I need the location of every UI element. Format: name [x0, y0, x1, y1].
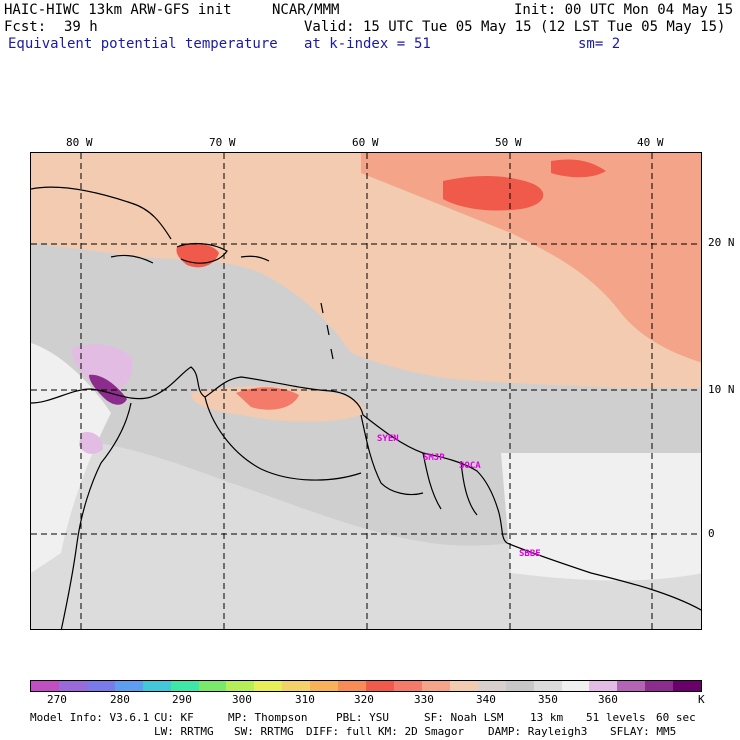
field-purple-patch-south [79, 431, 103, 454]
model-info-pbl: PBL: YSU [336, 711, 389, 724]
org-label: NCAR/MMM [272, 2, 340, 18]
colorbar-swatch [533, 681, 562, 691]
venezuela-border [204, 396, 362, 481]
lesser-antilles [320, 302, 334, 360]
level-label: at k-index = [304, 36, 406, 52]
cuba-coast [31, 186, 172, 240]
colorbar-swatch [226, 681, 255, 691]
colorbar-swatch [393, 681, 422, 691]
model-info-mp: MP: Thompson [228, 711, 308, 724]
model-info-cu: CU: KF [154, 711, 194, 724]
field-dark-purple-patch [89, 374, 127, 405]
andes-boundary [60, 402, 132, 629]
model-info-version: Model Info: V3.6.1 [30, 711, 150, 724]
colorbar-swatch [31, 681, 59, 691]
colorbar-swatch [142, 681, 171, 691]
colorbar-swatch [561, 681, 590, 691]
brazil-coast [506, 542, 701, 611]
colorbar-swatch [198, 681, 227, 691]
colorbar [30, 680, 702, 692]
theta-e-map: SYEN SMJP SOCA SBBE [30, 152, 702, 630]
field-purple-region [71, 344, 133, 390]
model-info-sflay: SFLAY: MM5 [610, 725, 677, 738]
colorbar-tick-270: 270 [47, 693, 67, 706]
colorbar-swatch [645, 681, 674, 691]
lat-label-0: 0 [708, 527, 715, 540]
model-title: HAIC-HIWC 13km ARW-GFS init [4, 2, 232, 18]
puerto-rico-coast [240, 255, 270, 262]
colorbar-tick-340: 340 [476, 693, 496, 706]
forecast-hours: 39 h [64, 19, 98, 35]
init-time: Init: 00 UTC Mon 04 May 15 [514, 2, 734, 18]
colorbar-swatch [282, 681, 311, 691]
field-amazon-region [31, 440, 701, 629]
lon-label-60w: 60 W [352, 136, 379, 149]
field-pacific-west [31, 343, 111, 573]
field-venezuela-coast-patch [236, 387, 299, 410]
colorbar-tick-310: 310 [295, 693, 315, 706]
colorbar-swatch [477, 681, 506, 691]
field-name: Equivalent potential temperature [8, 36, 278, 52]
french-guiana-border [460, 460, 478, 516]
field-345k-region [361, 153, 701, 363]
colorbar-swatch [58, 681, 87, 691]
colorbar-swatch [338, 681, 367, 691]
model-info-resolution: 13 km [530, 711, 564, 724]
model-info-lw: LW: RRTMG [154, 725, 214, 738]
colorbar-tick-330: 330 [414, 693, 434, 706]
valid-time: Valid: 15 UTC Tue 05 May 15 (12 LST Tue … [304, 19, 726, 35]
model-info-levels: 51 levels [586, 711, 646, 724]
station-smjp: SMJP [423, 453, 445, 463]
field-atlantic-equatorial [501, 453, 701, 581]
colorbar-swatch [505, 681, 534, 691]
map-canvas [31, 153, 701, 629]
level-value: 51 [414, 36, 431, 52]
coastlines [31, 186, 701, 629]
jamaica-coast [110, 254, 154, 264]
colorbar-swatch [673, 681, 702, 691]
lon-label-70w: 70 W [209, 136, 236, 149]
colorbar-tick-290: 290 [172, 693, 192, 706]
colorbar-swatch [589, 681, 618, 691]
lat-label-10n: 10 N [708, 383, 735, 396]
colorbar-unit: K [698, 693, 705, 706]
suriname-border [422, 452, 442, 510]
colorbar-swatch [449, 681, 478, 691]
grid-lines [31, 153, 701, 629]
colorbar-swatch [86, 681, 115, 691]
colorbar-swatch [310, 681, 339, 691]
colorbar-swatch [114, 681, 143, 691]
colorbar-swatch [617, 681, 646, 691]
model-info-sf: SF: Noah LSM [424, 711, 504, 724]
model-info-damp: DAMP: Rayleigh3 [488, 725, 588, 738]
model-info-diff: DIFF: full [306, 725, 373, 738]
field-330k-patch-north [443, 176, 544, 211]
colorbar-swatch [421, 681, 450, 691]
station-sbbe: SBBE [519, 549, 541, 559]
colorbar-swatch [254, 681, 283, 691]
station-syen: SYEN [377, 434, 399, 444]
field-330k-patch-northeast [551, 159, 606, 178]
south-america-north-coast [31, 366, 508, 544]
colorbar-swatch [170, 681, 199, 691]
lon-label-80w: 80 W [66, 136, 93, 149]
colorbar-tick-350: 350 [538, 693, 558, 706]
lat-label-20n: 20 N [708, 236, 735, 249]
model-info-timestep: 60 sec [656, 711, 696, 724]
hispaniola-coast [176, 242, 228, 264]
smoothing-label: sm= 2 [578, 36, 621, 52]
guyana-border [360, 414, 424, 496]
model-info-sw: SW: RRTMG [234, 725, 294, 738]
colorbar-tick-360: 360 [598, 693, 618, 706]
colorbar-tick-320: 320 [354, 693, 374, 706]
colorbar-tick-280: 280 [110, 693, 130, 706]
forecast-label: Fcst: [4, 19, 47, 35]
lon-label-40w: 40 W [637, 136, 664, 149]
colorbar-swatch [366, 681, 394, 691]
colorbar-tick-300: 300 [232, 693, 252, 706]
model-info-km: KM: 2D Smagor [378, 725, 465, 738]
station-soca: SOCA [459, 461, 481, 471]
lon-label-50w: 50 W [495, 136, 522, 149]
